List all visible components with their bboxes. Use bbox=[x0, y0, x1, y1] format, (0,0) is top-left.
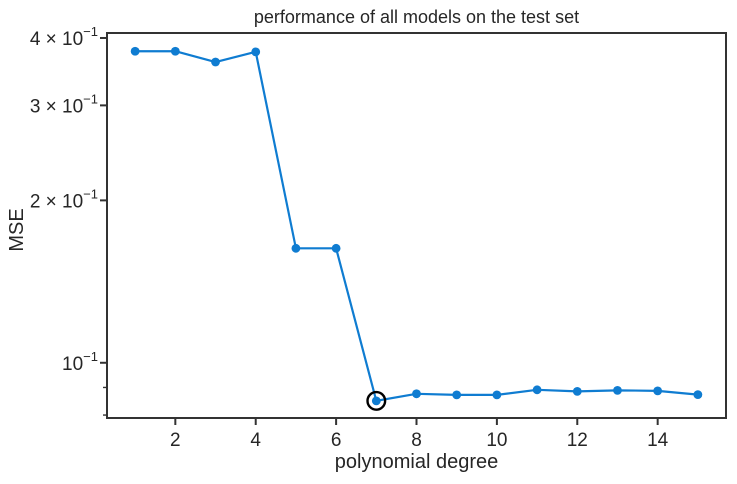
data-point bbox=[452, 390, 462, 400]
data-point bbox=[412, 389, 421, 399]
x-tick-label: 14 bbox=[647, 430, 669, 451]
data-point bbox=[371, 396, 381, 406]
x-tick-label: 10 bbox=[486, 430, 507, 451]
highlight-circle-annotation bbox=[366, 390, 387, 411]
data-point bbox=[291, 243, 301, 253]
data-point bbox=[211, 57, 220, 67]
y-tick-label: 10−1 bbox=[62, 349, 98, 375]
x-tick-label: 12 bbox=[567, 430, 588, 451]
data-point bbox=[170, 46, 180, 56]
data-point bbox=[693, 390, 703, 399]
x-tick-label: 8 bbox=[411, 430, 422, 451]
y-tick-label: 4 × 10−1 bbox=[30, 24, 98, 50]
chart-title: performance of all models on the test se… bbox=[253, 7, 580, 27]
data-point bbox=[532, 385, 542, 395]
x-tick-label: 6 bbox=[331, 430, 342, 451]
data-point bbox=[492, 390, 502, 400]
x-tick-label: 4 bbox=[250, 430, 261, 451]
x-tick-label: 2 bbox=[170, 430, 181, 451]
y-tick-label: 2 × 10−1 bbox=[30, 186, 98, 212]
y-tick-label: 3 × 10−1 bbox=[30, 91, 98, 117]
data-point bbox=[572, 386, 582, 396]
x-axis-label: polynomial degree bbox=[334, 451, 499, 473]
data-point bbox=[653, 386, 663, 396]
data-line bbox=[135, 50, 698, 402]
data-point bbox=[613, 385, 622, 395]
plot-frame bbox=[106, 32, 727, 419]
data-point bbox=[331, 243, 341, 253]
data-point bbox=[251, 47, 261, 57]
data-point bbox=[130, 46, 140, 56]
